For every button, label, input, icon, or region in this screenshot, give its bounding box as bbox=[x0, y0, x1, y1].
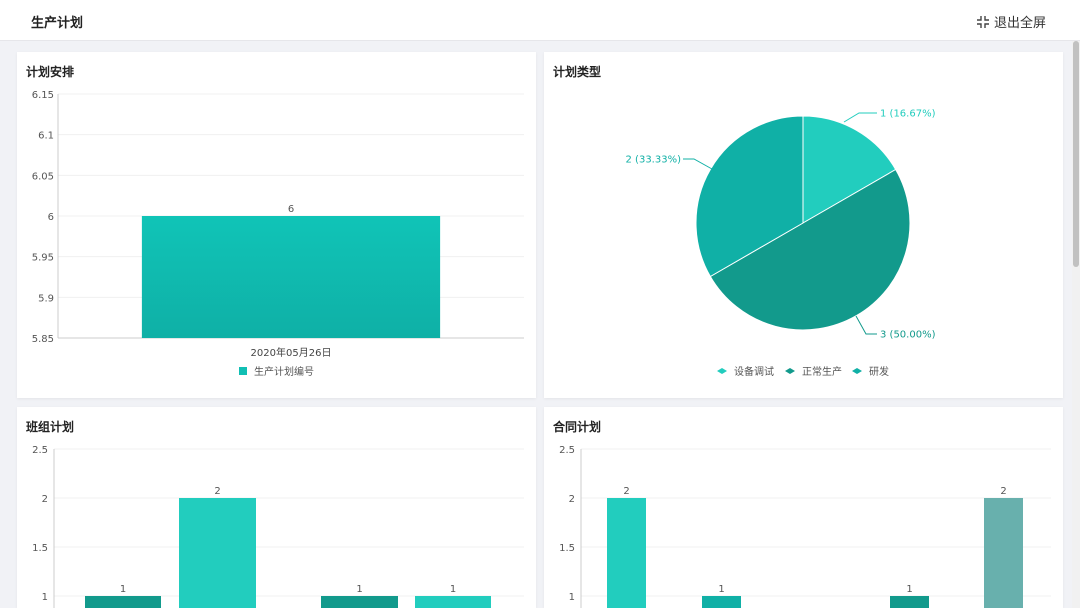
scrollbar-thumb[interactable] bbox=[1073, 41, 1079, 267]
y-tick-label: 1 bbox=[42, 592, 48, 603]
pie-label-line bbox=[683, 158, 713, 170]
plan-schedule-card: 计划安排 6.15 6.1 6.05 6 5.95 5.9 5.85 6 2020年05月26日… bbox=[17, 52, 536, 398]
y-tick-label: 6.1 bbox=[38, 131, 54, 142]
pie-slice bbox=[695, 115, 804, 278]
y-tick-label: 6.15 bbox=[32, 90, 54, 101]
legend-marker bbox=[717, 368, 727, 374]
y-tick-label: 2 bbox=[569, 494, 575, 505]
bar bbox=[141, 216, 441, 338]
pie-slice-label: 1 (16.67%) bbox=[880, 109, 936, 120]
pie-label-line bbox=[855, 315, 877, 335]
bar-data-label: 1 bbox=[718, 584, 724, 595]
y-tick-label: 6.05 bbox=[32, 171, 54, 182]
bar bbox=[415, 596, 491, 608]
bar-data-label: 1 bbox=[356, 584, 362, 595]
plan-schedule-chart: 6.15 6.1 6.05 6 5.95 5.9 5.85 6 2020年05月26日生产计划编… bbox=[32, 90, 524, 378]
pie-slice-label: 3 (50.00%) bbox=[880, 330, 936, 341]
page-scrollbar[interactable] bbox=[1072, 41, 1080, 608]
pie-slice bbox=[709, 168, 911, 331]
page-header: 生产计划 退出全屏 bbox=[0, 0, 1080, 41]
exit-fullscreen-button[interactable]: 退出全屏 bbox=[976, 12, 1046, 31]
legend-marker bbox=[852, 368, 862, 374]
bar-data-label: 1 bbox=[120, 584, 126, 595]
legend-label: 设备调试 bbox=[734, 365, 774, 378]
contract-plan-title: 合同计划 bbox=[553, 420, 602, 434]
bar-data-label: 1 bbox=[450, 584, 456, 595]
team-plan-card: 班组计划 2.5 2 1.5 1 1 2 1 1 bbox=[17, 407, 536, 608]
bar bbox=[890, 596, 929, 608]
bar-data-label: 2 bbox=[1000, 486, 1006, 497]
bar-data-label: 2 bbox=[214, 486, 220, 497]
y-tick-label: 2 bbox=[42, 494, 48, 505]
bar bbox=[984, 498, 1023, 608]
legend-marker bbox=[785, 368, 795, 374]
pie-slice bbox=[802, 115, 897, 224]
contract-plan-card: 合同计划 2.5 2 1.5 1 2 1 1 2 bbox=[544, 407, 1063, 608]
y-tick-label: 5.85 bbox=[32, 334, 54, 345]
pie-slice-label: 2 (33.33%) bbox=[626, 155, 682, 166]
bar bbox=[85, 596, 161, 608]
plan-schedule-title: 计划安排 bbox=[26, 65, 75, 79]
legend-label: 研发 bbox=[869, 365, 889, 378]
pie-label-line bbox=[843, 112, 877, 123]
plan-type-chart: 1 (16.67%) 3 (50.00%) 2 (33.33%) 设备调试 正常生产 研发 bbox=[626, 109, 936, 379]
exit-fullscreen-label: 退出全屏 bbox=[993, 16, 1046, 31]
bar bbox=[321, 596, 398, 608]
plan-type-title: 计划类型 bbox=[553, 65, 602, 79]
y-tick-label: 1 bbox=[569, 592, 575, 603]
exit-fullscreen-icon bbox=[976, 15, 989, 28]
team-plan-chart: 2.5 2 1.5 1 1 2 1 1 bbox=[32, 445, 524, 608]
contract-plan-chart: 2.5 2 1.5 1 2 1 1 2 bbox=[559, 445, 1051, 608]
y-tick-label: 1.5 bbox=[32, 543, 48, 554]
bar bbox=[702, 596, 741, 608]
legend-swatch bbox=[239, 367, 247, 375]
legend-label: 生产计划编号 bbox=[254, 365, 314, 378]
x-tick-label: 2020年05月26日 bbox=[251, 346, 332, 359]
y-tick-label: 6 bbox=[48, 212, 54, 223]
bar bbox=[179, 498, 256, 608]
bar-data-label: 1 bbox=[906, 584, 912, 595]
y-tick-label: 5.95 bbox=[32, 253, 54, 264]
bar-data-label: 6 bbox=[288, 204, 294, 215]
y-tick-label: 2.5 bbox=[32, 445, 48, 456]
team-plan-title: 班组计划 bbox=[26, 420, 75, 434]
y-tick-label: 2.5 bbox=[559, 445, 575, 456]
plan-type-card: 计划类型 1 (16.67%) 3 (50.00%) 2 (33.33%) 设备调试 正… bbox=[544, 52, 1063, 398]
bar bbox=[607, 498, 646, 608]
legend-label: 正常生产 bbox=[802, 365, 842, 378]
y-tick-label: 1.5 bbox=[559, 543, 575, 554]
y-tick-label: 5.9 bbox=[38, 293, 54, 304]
bar-data-label: 2 bbox=[623, 486, 629, 497]
page-title: 生产计划 bbox=[31, 16, 84, 31]
